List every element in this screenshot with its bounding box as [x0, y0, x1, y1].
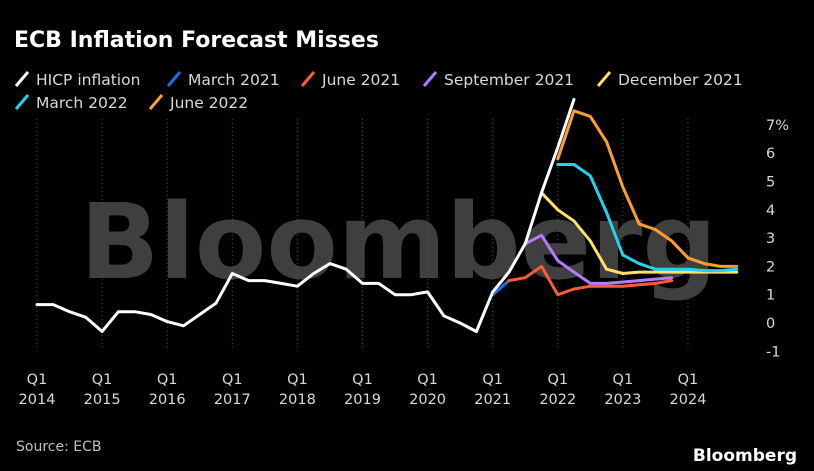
x-tick-quarter: Q1 — [482, 372, 503, 388]
legend-swatch — [148, 94, 164, 110]
x-axis: Q1 2014 Q1 2015 Q1 2016 Q1 2017 Q1 2018 Q1 2019 Q1 20… — [19, 372, 707, 408]
legend-label: March 2021 — [188, 71, 280, 89]
y-tick-label: 0 — [766, 316, 775, 332]
x-tick-year: 2023 — [604, 392, 641, 408]
legend-swatch — [300, 71, 316, 87]
y-axis: -1 0 1 2 3 4 5 6 7% — [766, 118, 789, 360]
legend-label: HICP inflation — [36, 71, 140, 89]
x-tick-quarter: Q1 — [547, 372, 568, 388]
x-tick-year: 2014 — [19, 392, 56, 408]
legend-swatch — [166, 71, 182, 87]
y-tick-label: 7% — [766, 118, 789, 134]
x-tick-quarter: Q1 — [678, 372, 699, 388]
legend-swatch — [596, 71, 612, 87]
x-tick-year: 2019 — [344, 392, 381, 408]
legend-swatch — [422, 71, 438, 87]
x-tick-quarter: Q1 — [417, 372, 438, 388]
y-tick-label: 4 — [766, 203, 775, 219]
legend-label: March 2022 — [36, 94, 128, 112]
x-tick-quarter: Q1 — [613, 372, 634, 388]
source-note: Source: ECB — [16, 439, 101, 455]
legend-label: December 2021 — [618, 71, 743, 89]
x-tick-year: 2018 — [279, 392, 316, 408]
x-tick-year: 2017 — [214, 392, 251, 408]
x-tick-quarter: Q1 — [352, 372, 373, 388]
legend-label: June 2022 — [169, 94, 248, 112]
x-tick-year: 2022 — [539, 392, 576, 408]
x-tick-quarter: Q1 — [92, 372, 113, 388]
y-tick-label: 1 — [766, 288, 775, 304]
grid — [36, 118, 689, 352]
y-tick-label: 3 — [766, 231, 775, 247]
x-tick-quarter: Q1 — [222, 372, 243, 388]
x-tick-year: 2024 — [670, 392, 707, 408]
y-tick-label: 5 — [766, 175, 775, 191]
x-tick-year: 2020 — [409, 392, 446, 408]
y-tick-label: 2 — [766, 259, 775, 275]
brand-logo: Bloomberg — [693, 446, 797, 466]
x-tick-quarter: Q1 — [157, 372, 178, 388]
legend-label: September 2021 — [444, 71, 574, 89]
series-line-june-2021 — [507, 264, 674, 297]
series-line-september-2021 — [523, 233, 674, 285]
legend-label: June 2021 — [321, 71, 400, 89]
series-group — [35, 97, 739, 333]
legend: HICP inflation March 2021 June 2021 Septemb… — [14, 71, 743, 112]
series-line-june-2022 — [556, 109, 739, 268]
x-tick-year: 2016 — [149, 392, 186, 408]
y-tick-label: 6 — [766, 146, 775, 162]
chart-title: ECB Inflation Forecast Misses — [14, 28, 379, 53]
series-line-hicp-inflation — [35, 97, 576, 333]
legend-swatch — [14, 71, 30, 87]
y-tick-label: -1 — [766, 344, 780, 360]
legend-swatch — [14, 94, 30, 110]
x-tick-year: 2015 — [84, 392, 121, 408]
x-tick-year: 2021 — [474, 392, 511, 408]
series-line-march-2022 — [556, 163, 739, 273]
x-tick-quarter: Q1 — [27, 372, 48, 388]
x-tick-quarter: Q1 — [287, 372, 308, 388]
series-line-march-2021 — [491, 279, 511, 297]
